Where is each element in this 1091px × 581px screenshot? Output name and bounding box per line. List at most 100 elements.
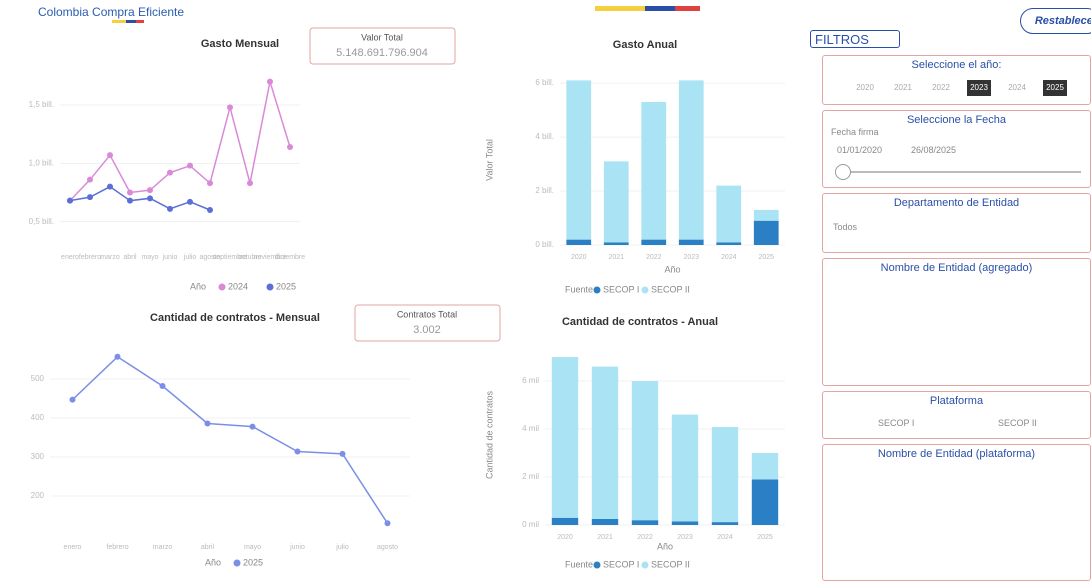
chart-title: Gasto Mensual bbox=[201, 38, 279, 50]
x-tick-label: 2021 bbox=[597, 534, 613, 541]
legend-label: SECOP II bbox=[651, 559, 690, 569]
platform-option[interactable]: SECOP II bbox=[998, 418, 1037, 428]
x-tick-label: septiembre bbox=[213, 254, 248, 261]
reset-label[interactable]: Restablecer bbox=[1034, 15, 1091, 27]
year-label: Seleccione el año: bbox=[911, 59, 1002, 71]
x-tick-label: marzo bbox=[153, 544, 173, 551]
department-filter: Departamento de Entidad Todos bbox=[822, 193, 1091, 253]
y-tick-label: 0 bill. bbox=[535, 240, 554, 249]
slider-handle[interactable] bbox=[835, 164, 851, 180]
year-button[interactable]: 2022 bbox=[932, 83, 950, 92]
x-tick-label: 2022 bbox=[637, 534, 653, 541]
line-series bbox=[69, 81, 291, 202]
x-axis-title: Año bbox=[664, 264, 680, 274]
data-point bbox=[384, 520, 391, 527]
x-tick-label: octubre bbox=[238, 254, 261, 261]
bar-segment bbox=[678, 80, 704, 240]
bar-segment bbox=[551, 517, 579, 525]
bar-segment bbox=[631, 381, 659, 521]
bar-segment bbox=[751, 479, 779, 525]
x-tick-label: 2024 bbox=[721, 254, 737, 261]
data-point bbox=[287, 144, 293, 150]
y-tick-label: 300 bbox=[31, 452, 45, 461]
y-tick-label: 1,5 bill. bbox=[29, 100, 54, 109]
x-tick-label: marzo bbox=[100, 254, 120, 261]
date-from[interactable]: 01/01/2020 bbox=[837, 145, 883, 155]
x-tick-label: enero bbox=[64, 544, 82, 551]
department-value[interactable]: Todos bbox=[833, 222, 858, 232]
year-button[interactable]: 2024 bbox=[1008, 83, 1026, 92]
filters-title: FILTROS bbox=[815, 32, 869, 47]
data-point bbox=[67, 197, 73, 204]
x-tick-label: 2020 bbox=[571, 254, 587, 261]
data-point bbox=[247, 180, 253, 187]
x-tick-label: abril bbox=[201, 544, 215, 551]
legend-title: Año bbox=[205, 557, 221, 567]
bar-segment bbox=[591, 366, 619, 519]
data-point bbox=[147, 187, 153, 194]
bar-segment bbox=[641, 239, 667, 245]
legend-label: 2025 bbox=[276, 281, 296, 291]
year-button[interactable]: 2020 bbox=[856, 83, 874, 92]
kpi-value: 5.148.691.796.904 bbox=[336, 47, 428, 59]
y-tick-label: 6 bill. bbox=[535, 78, 554, 87]
data-point bbox=[339, 450, 346, 457]
date-label: Seleccione la Fecha bbox=[906, 114, 1007, 126]
data-point bbox=[267, 78, 273, 85]
y-tick-label: 2 mil bbox=[522, 472, 539, 481]
legend-title: Fuente bbox=[565, 559, 593, 569]
data-point bbox=[107, 152, 113, 159]
dashboard: Colombia Compra Eficiente Gasto Mensual V… bbox=[29, 5, 785, 569]
legend-label: SECOP I bbox=[603, 284, 639, 294]
date-filter: Seleccione la Fecha Fecha firma 01/01/20… bbox=[822, 110, 1091, 188]
data-point bbox=[249, 423, 256, 430]
y-axis-title: Valor Total bbox=[484, 139, 494, 181]
x-tick-label: noviembre bbox=[254, 254, 287, 261]
legend-label: SECOP I bbox=[603, 559, 639, 569]
x-tick-label: 2023 bbox=[677, 534, 693, 541]
department-label: Departamento de Entidad bbox=[893, 197, 1020, 209]
x-tick-label: 2020 bbox=[557, 534, 573, 541]
x-tick-label: diciembre bbox=[275, 254, 305, 261]
chart-title: Cantidad de contratos - Anual bbox=[562, 316, 718, 328]
y-tick-label: 0,5 bill. bbox=[29, 217, 54, 226]
flag bbox=[675, 6, 700, 11]
y-axis-title: Cantidad de contratos bbox=[484, 390, 494, 479]
kpi-label: Contratos Total bbox=[397, 309, 457, 319]
x-tick-label: agosto bbox=[199, 254, 220, 261]
date-to[interactable]: 26/08/2025 bbox=[911, 145, 957, 155]
x-tick-label: febrero bbox=[79, 254, 101, 261]
bar-segment bbox=[566, 239, 592, 245]
org-name: Colombia Compra Eficiente bbox=[38, 5, 184, 19]
data-point bbox=[147, 195, 153, 202]
data-point bbox=[159, 383, 166, 390]
flag bbox=[112, 20, 126, 23]
line-series bbox=[69, 185, 211, 211]
y-tick-label: 200 bbox=[31, 491, 45, 500]
data-point bbox=[87, 176, 93, 183]
year-button[interactable]: 2023 bbox=[967, 80, 991, 96]
reset-button[interactable]: Restablecer bbox=[1020, 8, 1091, 34]
kpi-label: Valor Total bbox=[361, 32, 403, 42]
y-tick-label: 4 mil bbox=[522, 424, 539, 433]
bar-segment bbox=[678, 239, 704, 245]
legend-title: Fuente bbox=[565, 284, 593, 294]
x-tick-label: enero bbox=[61, 254, 79, 261]
y-tick-label: 0 mil bbox=[522, 520, 539, 529]
year-button[interactable]: 2025 bbox=[1043, 80, 1067, 96]
legend-marker bbox=[593, 561, 601, 569]
bar-segment bbox=[603, 161, 629, 243]
bar-segment bbox=[716, 242, 742, 245]
platform-option[interactable]: SECOP I bbox=[878, 418, 915, 428]
bar-segment bbox=[711, 522, 739, 525]
legend-marker bbox=[266, 283, 274, 291]
legend-marker bbox=[641, 561, 649, 569]
platform-label: Plataforma bbox=[929, 395, 984, 407]
x-tick-label: junio bbox=[162, 254, 178, 261]
year-button[interactable]: 2021 bbox=[894, 83, 912, 92]
chart-title: Gasto Anual bbox=[613, 39, 677, 51]
x-tick-label: abril bbox=[123, 254, 137, 261]
legend-marker bbox=[233, 559, 241, 567]
bar-segment bbox=[716, 185, 742, 243]
